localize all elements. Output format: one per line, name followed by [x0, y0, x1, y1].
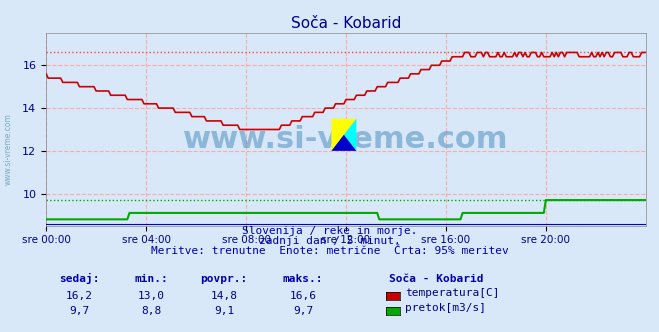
Text: povpr.:: povpr.: [200, 274, 248, 284]
Text: www.si-vreme.com: www.si-vreme.com [183, 124, 509, 154]
Text: maks.:: maks.: [283, 274, 324, 284]
Text: zadnji dan / 5 minut.: zadnji dan / 5 minut. [258, 236, 401, 246]
Text: 16,2: 16,2 [66, 291, 92, 301]
Text: Meritve: trenutne  Enote: metrične  Črta: 95% meritev: Meritve: trenutne Enote: metrične Črta: … [151, 246, 508, 256]
Polygon shape [331, 119, 357, 151]
Text: 9,7: 9,7 [293, 306, 313, 316]
Text: pretok[m3/s]: pretok[m3/s] [405, 303, 486, 313]
Text: 13,0: 13,0 [138, 291, 165, 301]
Text: sedaj:: sedaj: [59, 273, 100, 284]
Text: 16,6: 16,6 [290, 291, 316, 301]
Text: 8,8: 8,8 [142, 306, 161, 316]
Text: Slovenija / reke in morje.: Slovenija / reke in morje. [242, 226, 417, 236]
Text: temperatura[C]: temperatura[C] [405, 289, 500, 298]
Text: 9,1: 9,1 [214, 306, 234, 316]
Text: min.:: min.: [134, 274, 169, 284]
Polygon shape [331, 135, 357, 151]
Text: 14,8: 14,8 [211, 291, 237, 301]
Polygon shape [344, 119, 357, 151]
Title: Soča - Kobarid: Soča - Kobarid [291, 16, 401, 31]
Text: 9,7: 9,7 [69, 306, 89, 316]
Text: www.si-vreme.com: www.si-vreme.com [3, 114, 13, 185]
Text: Soča - Kobarid: Soča - Kobarid [389, 274, 483, 284]
